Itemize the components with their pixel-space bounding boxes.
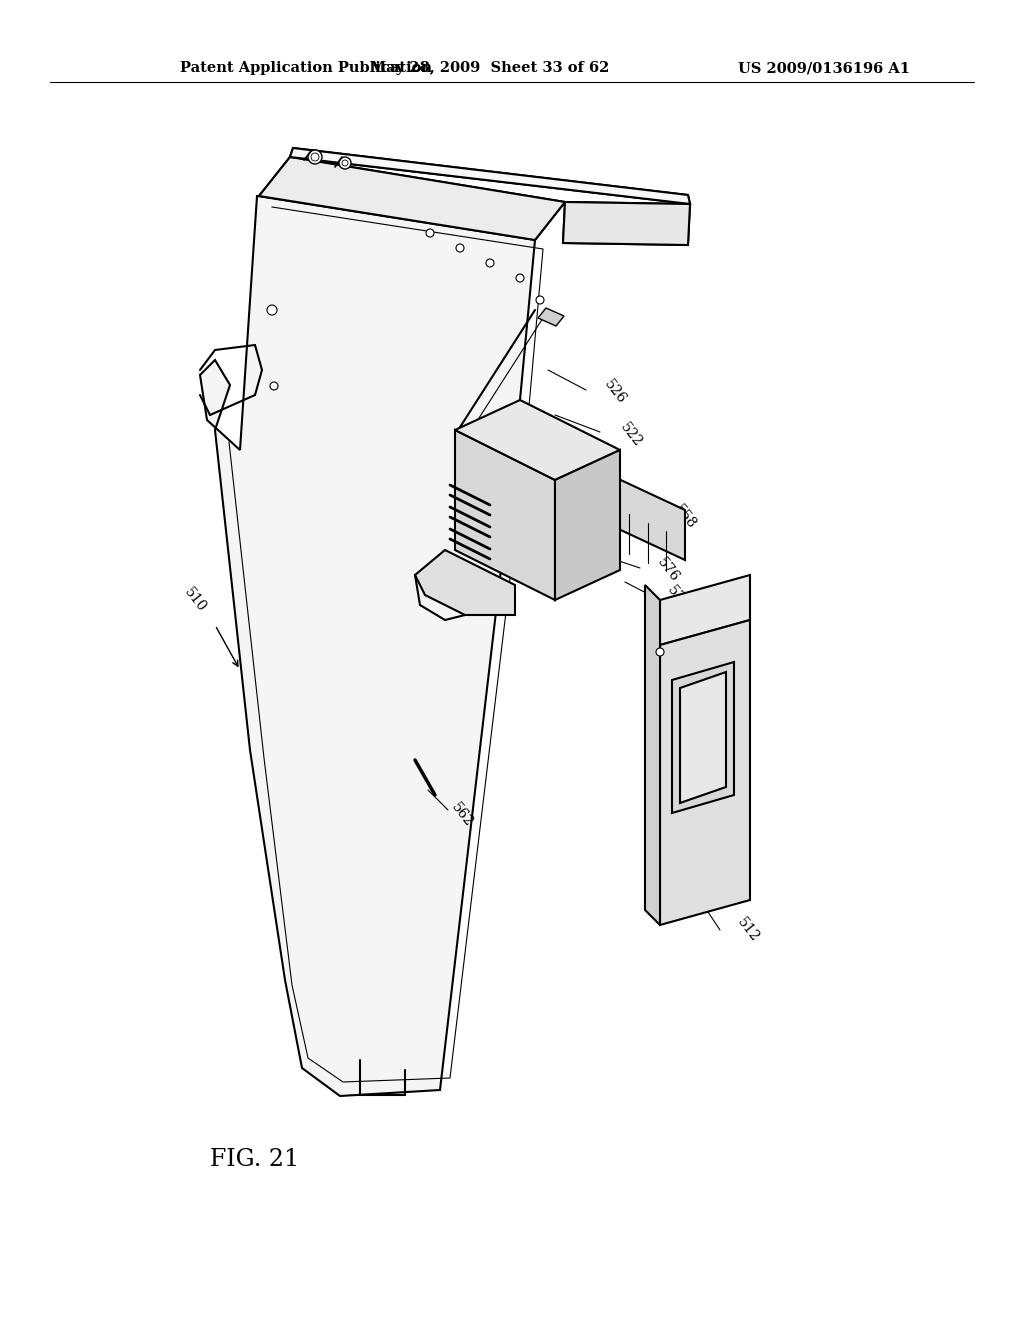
Circle shape xyxy=(342,160,348,166)
Text: 558: 558 xyxy=(672,503,699,532)
Polygon shape xyxy=(259,157,565,240)
Text: 510: 510 xyxy=(181,585,209,615)
Circle shape xyxy=(426,228,434,238)
Polygon shape xyxy=(660,576,750,645)
Text: 526: 526 xyxy=(602,378,629,407)
Polygon shape xyxy=(538,308,564,326)
Polygon shape xyxy=(672,663,734,813)
Circle shape xyxy=(308,150,322,164)
Text: May 28, 2009  Sheet 33 of 62: May 28, 2009 Sheet 33 of 62 xyxy=(371,61,609,75)
Text: FIG. 21: FIG. 21 xyxy=(210,1148,299,1172)
Polygon shape xyxy=(415,550,515,615)
Circle shape xyxy=(311,153,319,161)
Polygon shape xyxy=(660,620,750,925)
Circle shape xyxy=(656,648,664,656)
Polygon shape xyxy=(290,148,690,205)
Circle shape xyxy=(536,296,544,304)
Circle shape xyxy=(456,244,464,252)
Polygon shape xyxy=(555,450,620,601)
Polygon shape xyxy=(680,672,726,803)
Polygon shape xyxy=(290,148,690,205)
Polygon shape xyxy=(563,202,690,246)
Circle shape xyxy=(267,305,278,315)
Polygon shape xyxy=(610,475,685,560)
Text: 576: 576 xyxy=(655,556,682,585)
Circle shape xyxy=(486,259,494,267)
Text: Patent Application Publication: Patent Application Publication xyxy=(180,61,432,75)
Text: 512: 512 xyxy=(735,915,762,945)
Text: 522: 522 xyxy=(618,420,645,450)
Polygon shape xyxy=(259,157,565,240)
Circle shape xyxy=(270,381,278,389)
Polygon shape xyxy=(645,585,660,925)
Text: US 2009/0136196 A1: US 2009/0136196 A1 xyxy=(738,61,910,75)
Polygon shape xyxy=(455,430,555,601)
Text: 570: 570 xyxy=(665,583,692,612)
Polygon shape xyxy=(455,400,620,480)
Circle shape xyxy=(339,157,351,169)
Text: 562: 562 xyxy=(449,800,475,830)
Polygon shape xyxy=(563,202,690,246)
Circle shape xyxy=(516,275,524,282)
Polygon shape xyxy=(200,195,535,1096)
